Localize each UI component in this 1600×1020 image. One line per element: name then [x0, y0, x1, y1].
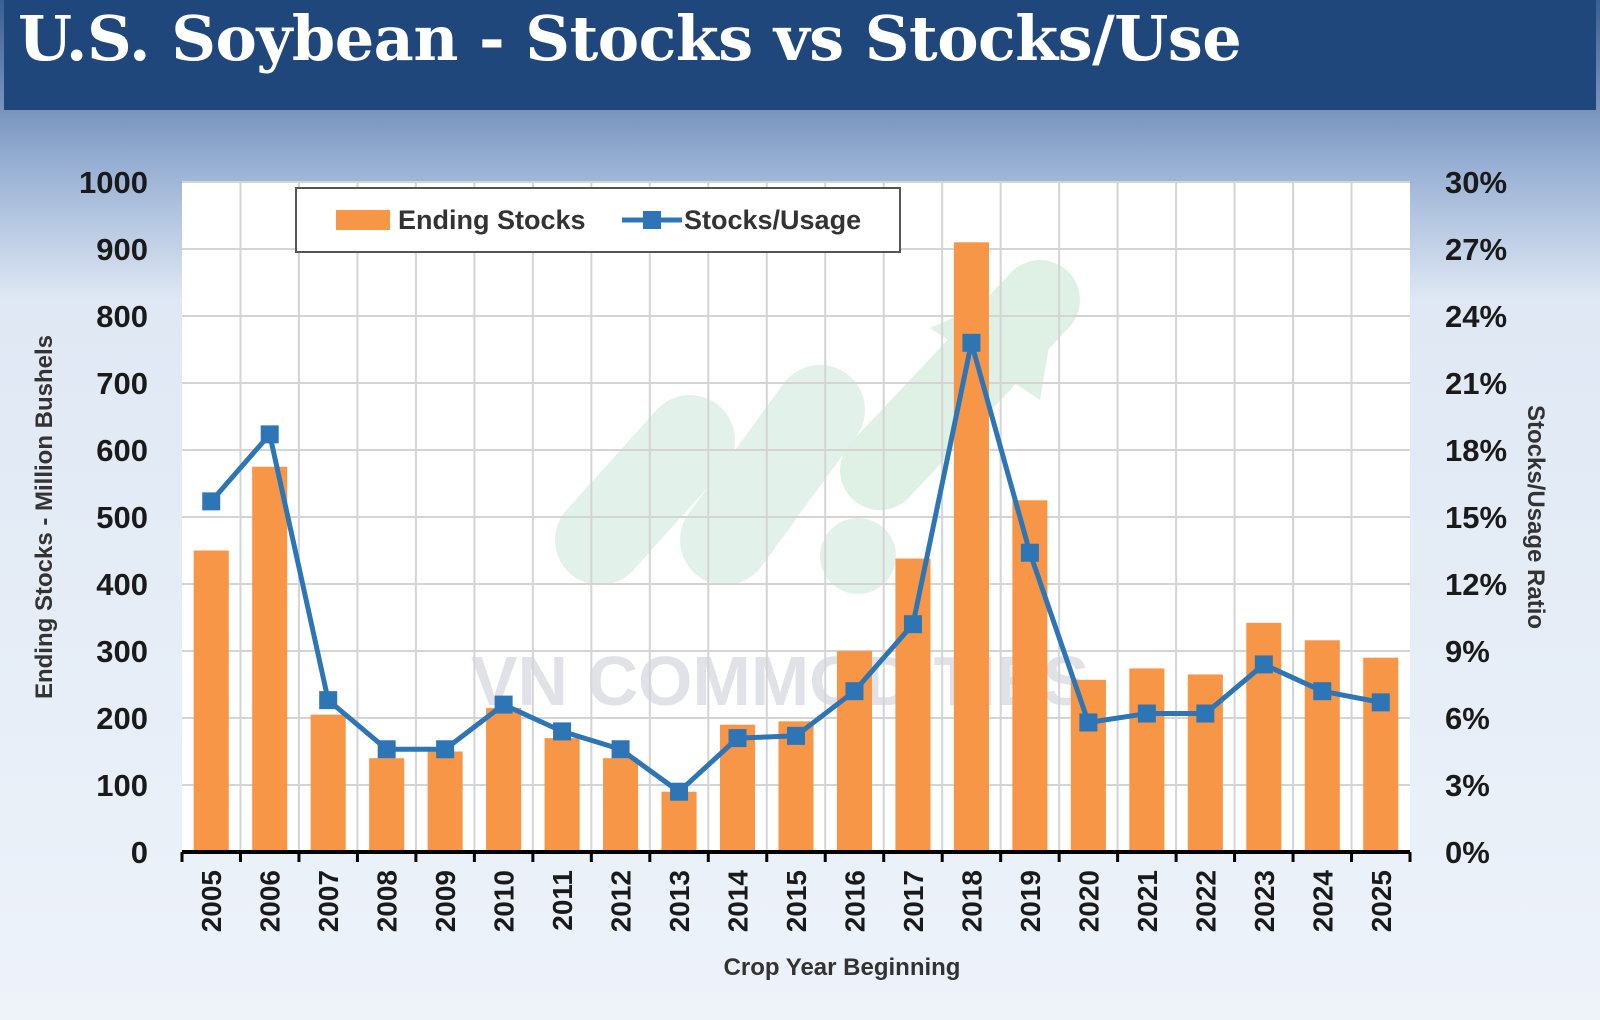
- legend-stocks-usage: Stocks/Usage: [684, 205, 861, 235]
- bar-ending-stocks-2020: [1070, 679, 1106, 852]
- bar-ending-stocks-2025: [1363, 657, 1399, 852]
- x-tick-label: 2005: [196, 870, 227, 932]
- legend-bar-swatch: [336, 210, 390, 230]
- legend-ending-stocks: Ending Stocks: [398, 205, 586, 235]
- point-stocks-usage-2010: [494, 695, 513, 714]
- bar-ending-stocks-2008: [369, 758, 405, 852]
- x-axis-label: Crop Year Beginning: [724, 954, 961, 981]
- y-right-tick-label: 24%: [1445, 299, 1507, 334]
- y-left-tick-label: 300: [96, 634, 148, 669]
- x-tick-label: 2008: [372, 870, 403, 932]
- bar-ending-stocks-2018: [953, 242, 989, 853]
- axes: [180, 850, 1412, 862]
- y-right-tick-label: 15%: [1445, 500, 1507, 535]
- x-tick-label: 2021: [1132, 870, 1163, 932]
- y-right-tick-label: 12%: [1445, 567, 1507, 602]
- bar-ending-stocks-2010: [486, 707, 522, 852]
- x-tick-label: 2020: [1073, 870, 1104, 932]
- point-stocks-usage-2015: [787, 726, 805, 745]
- y-left-tick-label: 500: [96, 500, 148, 535]
- x-tick-label: 2025: [1366, 870, 1397, 932]
- y-right-tick-label: 3%: [1445, 768, 1490, 803]
- x-tick-label: 2015: [781, 870, 812, 932]
- point-stocks-usage-2017: [903, 615, 922, 634]
- point-stocks-usage-2020: [1079, 713, 1098, 732]
- watermark-text: VN COMMODITIES: [471, 642, 1089, 720]
- bar-ending-stocks-2011: [544, 738, 580, 852]
- point-stocks-usage-2021: [1137, 704, 1156, 723]
- legend-box: [295, 187, 901, 253]
- point-stocks-usage-2006: [260, 425, 279, 444]
- y-right-tick-label: 0%: [1445, 835, 1490, 870]
- y-right-tick-label: 21%: [1445, 366, 1507, 401]
- point-stocks-usage-2018: [962, 333, 981, 352]
- x-tick-label: 2013: [664, 870, 695, 932]
- x-tick-label: 2007: [313, 870, 344, 932]
- x-tick-label: 2011: [547, 870, 578, 931]
- y-left-tick-label: 400: [96, 567, 148, 602]
- point-stocks-usage-2023: [1254, 655, 1273, 674]
- x-tick-label: 2012: [606, 870, 637, 932]
- x-tick-label: 2016: [839, 870, 870, 932]
- point-stocks-usage-2014: [728, 729, 747, 748]
- x-tick-label: 2024: [1307, 870, 1338, 933]
- x-tick-label: 2017: [898, 870, 929, 932]
- point-stocks-usage-2009: [436, 740, 455, 759]
- point-stocks-usage-2019: [1020, 543, 1039, 562]
- point-stocks-usage-2025: [1371, 693, 1390, 712]
- y-left-tick-label: 700: [96, 366, 148, 401]
- x-tick-label: 2018: [956, 870, 987, 932]
- x-tick-label: 2010: [489, 870, 520, 932]
- bar-ending-stocks-2007: [310, 714, 346, 852]
- x-tick-label: 2023: [1249, 870, 1280, 932]
- point-stocks-usage-2005: [202, 492, 221, 511]
- y-left-tick-label: 800: [96, 299, 148, 334]
- x-tick-label: 2022: [1190, 870, 1221, 932]
- bar-series: [193, 242, 1399, 853]
- point-stocks-usage-2012: [611, 740, 630, 759]
- tick-labels: 0 0% 100 3% 200 6% 300 9% 400 12% 500 15% 600 18% 700 2…: [79, 165, 1507, 932]
- bar-ending-stocks-2017: [895, 558, 931, 852]
- title-bar: U.S. Soybean - Stocks vs Stocks/Use: [4, 0, 1596, 110]
- point-stocks-usage-2013: [670, 782, 689, 801]
- line-series: [202, 333, 1390, 801]
- bar-ending-stocks-2009: [427, 751, 463, 852]
- y-right-tick-label: 6%: [1445, 701, 1490, 736]
- y-right-tick-label: 18%: [1445, 433, 1507, 468]
- y-axis-right-label: Stocks/Usage Ratio: [1522, 405, 1549, 629]
- bar-ending-stocks-2024: [1304, 640, 1340, 852]
- x-tick-label: 2009: [430, 870, 461, 932]
- point-stocks-usage-2011: [553, 722, 572, 741]
- y-left-tick-label: 900: [96, 232, 148, 267]
- y-right-tick-label: 9%: [1445, 634, 1490, 669]
- bar-ending-stocks-2005: [193, 550, 229, 852]
- y-left-tick-label: 600: [96, 433, 148, 468]
- point-stocks-usage-2008: [377, 740, 396, 759]
- x-tick-label: 2006: [255, 870, 286, 932]
- point-stocks-usage-2024: [1313, 682, 1332, 701]
- bar-ending-stocks-2013: [661, 791, 697, 852]
- y-left-tick-label: 200: [96, 701, 148, 736]
- y-right-tick-label: 30%: [1445, 165, 1507, 200]
- y-left-tick-label: 1000: [79, 165, 148, 200]
- point-stocks-usage-2016: [845, 682, 864, 701]
- y-left-tick-label: 100: [96, 768, 148, 803]
- chart-title: U.S. Soybean - Stocks vs Stocks/Use: [18, 2, 1242, 75]
- bar-ending-stocks-2012: [603, 758, 639, 852]
- y-left-tick-label: 0: [131, 835, 148, 870]
- bar-ending-stocks-2016: [836, 651, 873, 852]
- x-tick-label: 2014: [723, 870, 754, 933]
- legend: Ending Stocks Stocks/Usage: [295, 187, 901, 253]
- point-stocks-usage-2007: [319, 691, 338, 710]
- legend-line-marker: [643, 211, 661, 229]
- y-axis-left-label: Ending Stocks - Million Bushels: [31, 335, 58, 699]
- point-stocks-usage-2022: [1196, 704, 1215, 723]
- bar-ending-stocks-2006: [252, 466, 288, 852]
- bar-ending-stocks-2021: [1129, 668, 1165, 852]
- x-tick-label: 2019: [1015, 870, 1046, 932]
- y-right-tick-label: 27%: [1445, 232, 1507, 267]
